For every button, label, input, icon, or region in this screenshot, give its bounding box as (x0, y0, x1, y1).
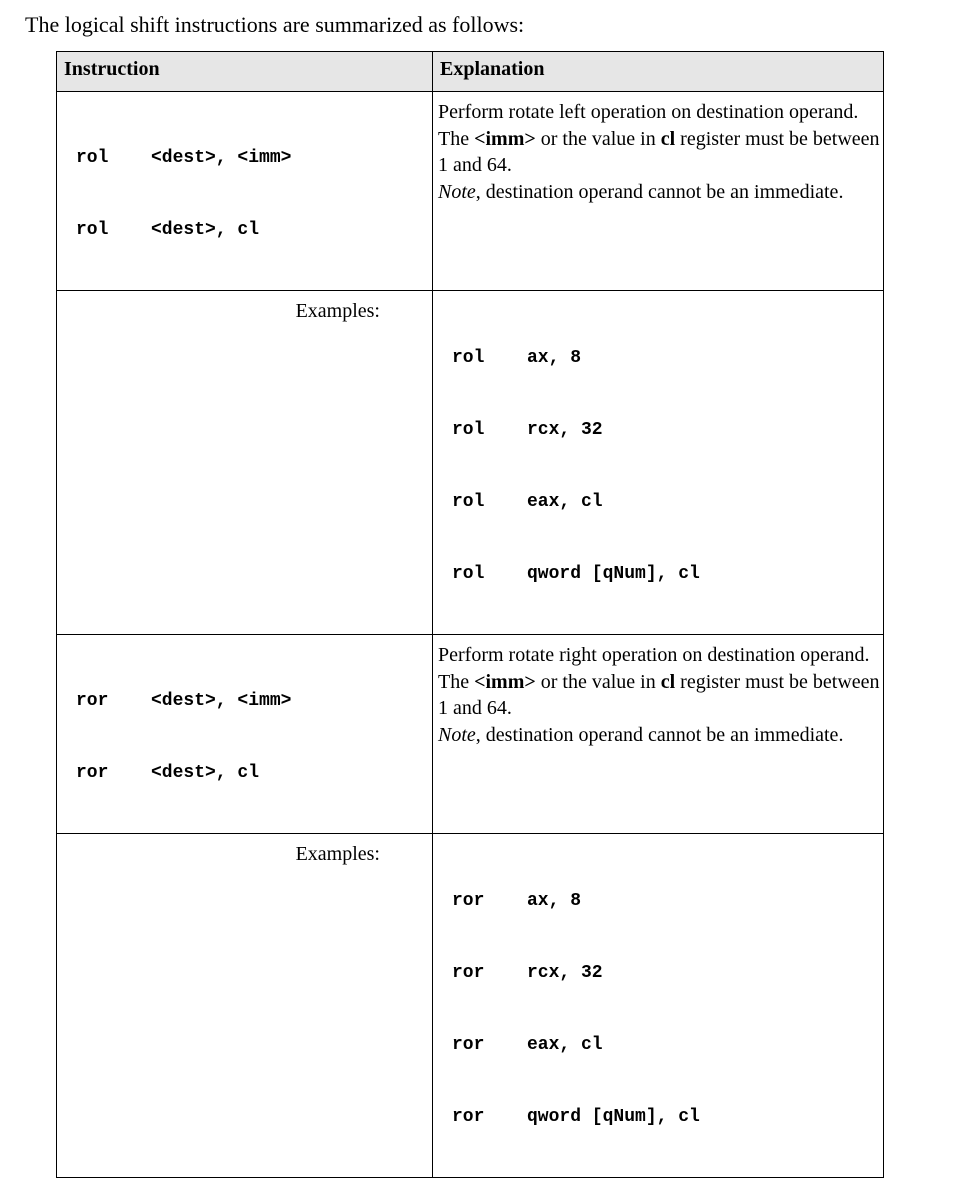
mnemonic: ror (452, 1107, 485, 1127)
intro-text: The logical shift instructions are summa… (25, 12, 525, 37)
mnemonic: rol (452, 420, 485, 440)
example-line: ror rcx, 32 (452, 961, 883, 985)
mnemonic: ror (76, 691, 109, 711)
explanation-note: Note, destination operand cannot be an i… (438, 179, 883, 206)
examples-label: Examples: (56, 290, 433, 635)
examples-code-cell: ror ax, 8 ror rcx, 32 ror eax, cl ror qword … (432, 833, 884, 1178)
operands: <dest>, cl (151, 763, 260, 783)
mnemonic: ror (452, 963, 485, 983)
note-label: Note (438, 723, 476, 746)
note-text: , destination operand cannot be an immed… (475, 723, 844, 746)
instruction-syntax-cell: rol <dest>, <imm> rol <dest>, cl (56, 91, 433, 291)
example-line: rol qword [qNum], cl (452, 562, 883, 586)
text: The (438, 127, 475, 150)
examples-code-cell: rol ax, 8 rol rcx, 32 rol eax, cl rol qword … (432, 290, 884, 635)
text: or the value in (535, 670, 661, 693)
operands: ax, 8 (527, 348, 582, 368)
explanation-cell: Perform rotate left operation on destina… (432, 91, 884, 291)
header-explanation: Explanation (432, 51, 884, 92)
explanation-range-line: The <imm> or the value in cl register mu… (438, 669, 883, 722)
table-row: rol <dest>, <imm> rol <dest>, cl Perform r… (56, 91, 884, 291)
example-line: rol eax, cl (452, 490, 883, 514)
syntax-line: ror <dest>, <imm> (76, 689, 432, 713)
text: register must be between 1 and 64. (438, 127, 880, 177)
imm-term: <imm> (474, 670, 536, 693)
syntax-line: rol <dest>, <imm> (76, 146, 432, 170)
example-line: ror eax, cl (452, 1033, 883, 1057)
mnemonic: rol (452, 348, 485, 368)
explanation-cell: Perform rotate right operation on destin… (432, 634, 884, 834)
example-line: rol ax, 8 (452, 346, 883, 370)
example-line: ror qword [qNum], cl (452, 1105, 883, 1129)
mnemonic: ror (452, 891, 485, 911)
syntax-line: rol <dest>, cl (76, 218, 432, 242)
table-row: Examples: rol ax, 8 rol rcx, 32 rol eax, cl… (56, 290, 884, 635)
instruction-syntax-cell: ror <dest>, <imm> ror <dest>, cl (56, 634, 433, 834)
explanation-line: Perform rotate left operation on destina… (438, 101, 859, 123)
text: or the value in (535, 127, 661, 150)
note-text: , destination operand cannot be an immed… (475, 180, 844, 203)
table-header-row: Instruction Explanation (56, 51, 884, 92)
mnemonic: rol (76, 220, 109, 240)
table-row: ror <dest>, <imm> ror <dest>, cl Perform r… (56, 634, 884, 834)
operands: qword [qNum], cl (527, 1107, 700, 1127)
operands: <dest>, <imm> (151, 691, 292, 711)
syntax-line: ror <dest>, cl (76, 761, 432, 785)
text: The (438, 670, 475, 693)
mnemonic: rol (452, 564, 485, 584)
operands: <dest>, <imm> (151, 148, 292, 168)
example-line: rol rcx, 32 (452, 418, 883, 442)
cl-term: cl (660, 127, 676, 150)
header-instruction: Instruction (56, 51, 433, 92)
explanation-note: Note, destination operand cannot be an i… (438, 722, 883, 749)
examples-label: Examples: (56, 833, 433, 1178)
mnemonic: ror (76, 763, 109, 783)
text: register must be between 1 and 64. (438, 670, 880, 720)
explanation-line: Perform rotate right operation on destin… (438, 644, 870, 666)
shift-instructions-table: Instruction Explanation rol <dest>, <imm>… (56, 51, 884, 1178)
example-line: ror ax, 8 (452, 889, 883, 913)
operands: ax, 8 (527, 891, 582, 911)
operands: eax, cl (527, 1035, 603, 1055)
operands: <dest>, cl (151, 220, 260, 240)
operands: eax, cl (527, 492, 603, 512)
mnemonic: rol (76, 148, 109, 168)
operands: rcx, 32 (527, 963, 603, 983)
cl-term: cl (660, 670, 676, 693)
operands: rcx, 32 (527, 420, 603, 440)
note-label: Note (438, 180, 476, 203)
imm-term: <imm> (474, 127, 536, 150)
table-row: Examples: ror ax, 8 ror rcx, 32 ror eax, cl… (56, 833, 884, 1178)
explanation-range-line: The <imm> or the value in cl register mu… (438, 126, 883, 179)
mnemonic: rol (452, 492, 485, 512)
operands: qword [qNum], cl (527, 564, 700, 584)
mnemonic: ror (452, 1035, 485, 1055)
